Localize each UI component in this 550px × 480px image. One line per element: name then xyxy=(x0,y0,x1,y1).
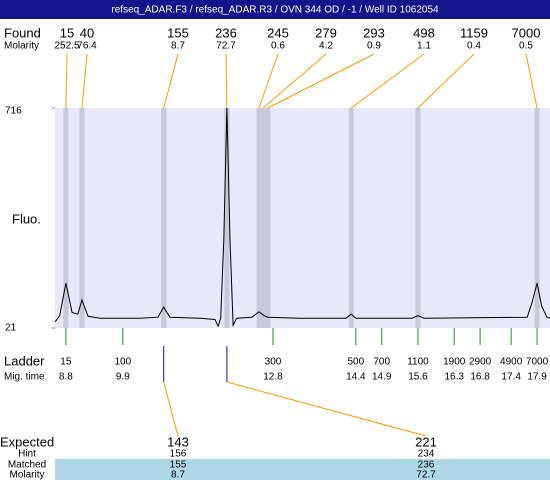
found-size: 279 xyxy=(315,25,337,40)
found-connector xyxy=(163,53,179,109)
ladder-time: 16.3 xyxy=(444,372,464,383)
expected-size: 221 xyxy=(415,434,437,449)
ladder-size: 300 xyxy=(265,357,282,368)
found-size: 236 xyxy=(215,25,237,40)
matched-label: Matched xyxy=(8,460,46,471)
ladder-time: 14.9 xyxy=(372,372,392,383)
ladder-time: 17.9 xyxy=(527,372,547,383)
peak-band xyxy=(256,108,262,328)
found-size: 7000 xyxy=(512,25,541,40)
y-tick-label: 716 xyxy=(5,106,22,117)
peak-band xyxy=(260,108,266,328)
peak-band xyxy=(63,108,69,328)
found-molarity-label: Molarity xyxy=(4,41,39,52)
expected-connector xyxy=(226,381,427,437)
ladder-time: 17.4 xyxy=(501,372,521,383)
ladder-time: 15.6 xyxy=(408,372,428,383)
found-size: 15 xyxy=(60,25,74,40)
title: refseq_ADAR.F3 / refseq_ADAR.R3 / OVN 34… xyxy=(111,5,439,16)
found-connector xyxy=(525,53,538,109)
found-connector xyxy=(417,53,475,109)
expected-size: 143 xyxy=(167,434,189,449)
mig-time-label: Mig. time xyxy=(4,372,45,383)
found-size: 40 xyxy=(80,25,94,40)
ladder-time: 9.9 xyxy=(116,372,130,383)
found-size: 1159 xyxy=(460,25,488,40)
found-connector xyxy=(65,53,68,109)
found-molarity: 0.5 xyxy=(519,41,533,52)
ladder-size: 4900 xyxy=(500,357,523,368)
found-connector xyxy=(81,53,88,109)
ladder-size: 1100 xyxy=(407,357,429,368)
found-molarity: 1.1 xyxy=(417,41,431,52)
found-molarity: 0.4 xyxy=(467,41,481,52)
ladder-time: 12.8 xyxy=(263,372,283,383)
title-bar xyxy=(0,0,550,19)
expected-molarity-label: Molarity xyxy=(9,470,44,480)
plot-area xyxy=(55,108,550,328)
peak-band xyxy=(224,108,230,328)
ladder-size: 7000 xyxy=(526,357,549,368)
ladder-time: 14.4 xyxy=(346,372,366,383)
expected-molarity: 8.7 xyxy=(171,470,185,480)
expected-molarity: 72.7 xyxy=(416,470,436,480)
peak-band xyxy=(79,108,85,328)
matched-size: 155 xyxy=(170,460,187,471)
ladder-size: 700 xyxy=(373,357,390,368)
ladder-time: 16.8 xyxy=(470,372,490,383)
found-molarity: 72.7 xyxy=(216,41,236,52)
found-molarity: 8.7 xyxy=(171,41,185,52)
found-connector xyxy=(225,53,228,109)
expected-connector xyxy=(163,381,179,437)
ladder-size: 500 xyxy=(347,357,364,368)
found-label: Found xyxy=(4,25,41,40)
found-connector xyxy=(350,53,425,109)
found-connector xyxy=(267,53,375,109)
matched-size: 236 xyxy=(418,460,435,471)
peak-band xyxy=(348,108,354,328)
ladder-size: 100 xyxy=(114,357,131,368)
peak-band xyxy=(265,108,271,328)
found-size: 293 xyxy=(363,25,385,40)
peak-band xyxy=(161,108,167,328)
y-tick-label: 21 xyxy=(5,323,17,334)
ladder-size: 15 xyxy=(60,357,72,368)
ladder-time: 8.8 xyxy=(59,372,73,383)
hint-size: 234 xyxy=(418,449,435,460)
found-size: 498 xyxy=(413,25,435,40)
trace xyxy=(54,107,550,328)
found-molarity: 4.2 xyxy=(319,41,333,52)
peak-band xyxy=(415,108,421,328)
found-connector xyxy=(258,53,279,109)
peak-band xyxy=(534,108,540,328)
ladder-label: Ladder xyxy=(4,353,45,368)
found-molarity: 252.5 xyxy=(54,41,79,52)
ladder-size: 2900 xyxy=(469,357,492,368)
found-size: 155 xyxy=(167,25,189,40)
ladder-size: 1900 xyxy=(443,357,466,368)
hint-size: 156 xyxy=(170,449,187,460)
matched-band xyxy=(55,459,550,480)
y-axis-label: Fluo. xyxy=(12,211,41,226)
found-molarity: 0.9 xyxy=(367,41,381,52)
found-connector xyxy=(262,53,327,109)
found-molarity: 0.6 xyxy=(271,41,285,52)
found-size: 245 xyxy=(267,25,289,40)
found-molarity: 76.4 xyxy=(77,41,97,52)
hint-label: Hint xyxy=(18,449,36,460)
expected-label: Expected xyxy=(0,434,54,449)
